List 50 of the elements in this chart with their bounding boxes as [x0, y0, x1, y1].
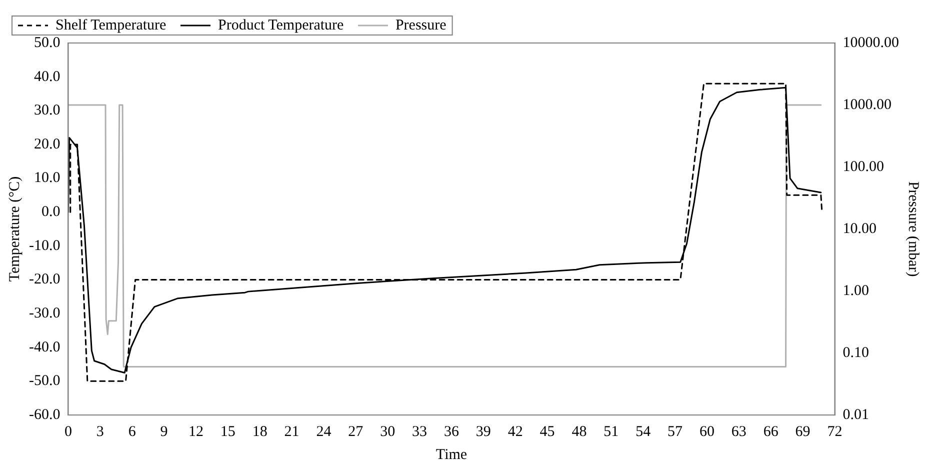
x-tick-label: 39 — [476, 424, 491, 440]
x-tick-label: 15 — [220, 424, 236, 440]
y2-tick-label: 100.00 — [842, 158, 884, 175]
y-tick-label: 50.0 — [34, 34, 60, 51]
y-tick-label: 40.0 — [34, 68, 60, 85]
x-tick-label: 63 — [731, 424, 746, 440]
y-tick-label: -20.0 — [28, 272, 60, 288]
x-tick-label: 21 — [284, 424, 300, 440]
y2-tick-label: 1000.00 — [842, 96, 892, 113]
y-tick-label: 30.0 — [34, 102, 60, 119]
x-tick-label: 30 — [380, 424, 396, 440]
y2-tick-label: 0.10 — [842, 344, 869, 361]
x-axis-title: Time — [436, 446, 468, 463]
x-tick-label: 66 — [763, 424, 779, 440]
x-tick-label: 3 — [96, 424, 104, 440]
y2-axis-title: Pressure (mbar) — [905, 181, 922, 277]
y2-tick-label: 1.00 — [842, 282, 869, 299]
y-tick-label: -60.0 — [28, 406, 60, 423]
x-tick-label: 60 — [700, 424, 714, 440]
x-tick-label: 48 — [572, 424, 587, 440]
y2-tick-label: 10.00 — [842, 220, 876, 237]
x-tick-label: 27 — [348, 424, 364, 440]
y-tick-label: 10.0 — [34, 170, 60, 186]
y-tick-label: -50.0 — [28, 373, 60, 390]
y-axis-title: Temperature (°C) — [6, 176, 23, 282]
x-tick-label: 18 — [252, 424, 268, 440]
x-tick-label: 0 — [64, 424, 72, 440]
x-tick-label: 57 — [668, 424, 684, 440]
y-tick-label: -40.0 — [28, 339, 60, 356]
legend-label: Product Temperature — [218, 17, 344, 34]
y2-tick-label: 10000.00 — [842, 34, 899, 51]
x-tick-label: 33 — [412, 424, 428, 440]
y-tick-label: -10.0 — [28, 238, 60, 254]
x-tick-label: 6 — [128, 424, 136, 440]
x-tick-label: 54 — [636, 424, 652, 440]
y-tick-label: 0.0 — [41, 204, 60, 220]
y2-tick-label: 0.01 — [842, 406, 869, 423]
legend-label: Pressure — [395, 17, 447, 34]
y-tick-label: 20.0 — [34, 136, 60, 152]
x-tick-label: 9 — [160, 424, 168, 440]
x-tick-label: 36 — [444, 424, 460, 440]
x-tick-label: 24 — [316, 424, 332, 440]
x-tick-label: 45 — [540, 424, 555, 440]
y-tick-label: -30.0 — [28, 305, 60, 322]
legend-label: Shelf Temperature — [56, 17, 167, 34]
x-tick-label: 42 — [508, 424, 523, 440]
x-tick-label: 69 — [795, 424, 810, 440]
x-tick-label: 12 — [188, 424, 204, 440]
x-tick-label: 72 — [827, 424, 842, 440]
x-tick-label: 51 — [604, 424, 619, 440]
